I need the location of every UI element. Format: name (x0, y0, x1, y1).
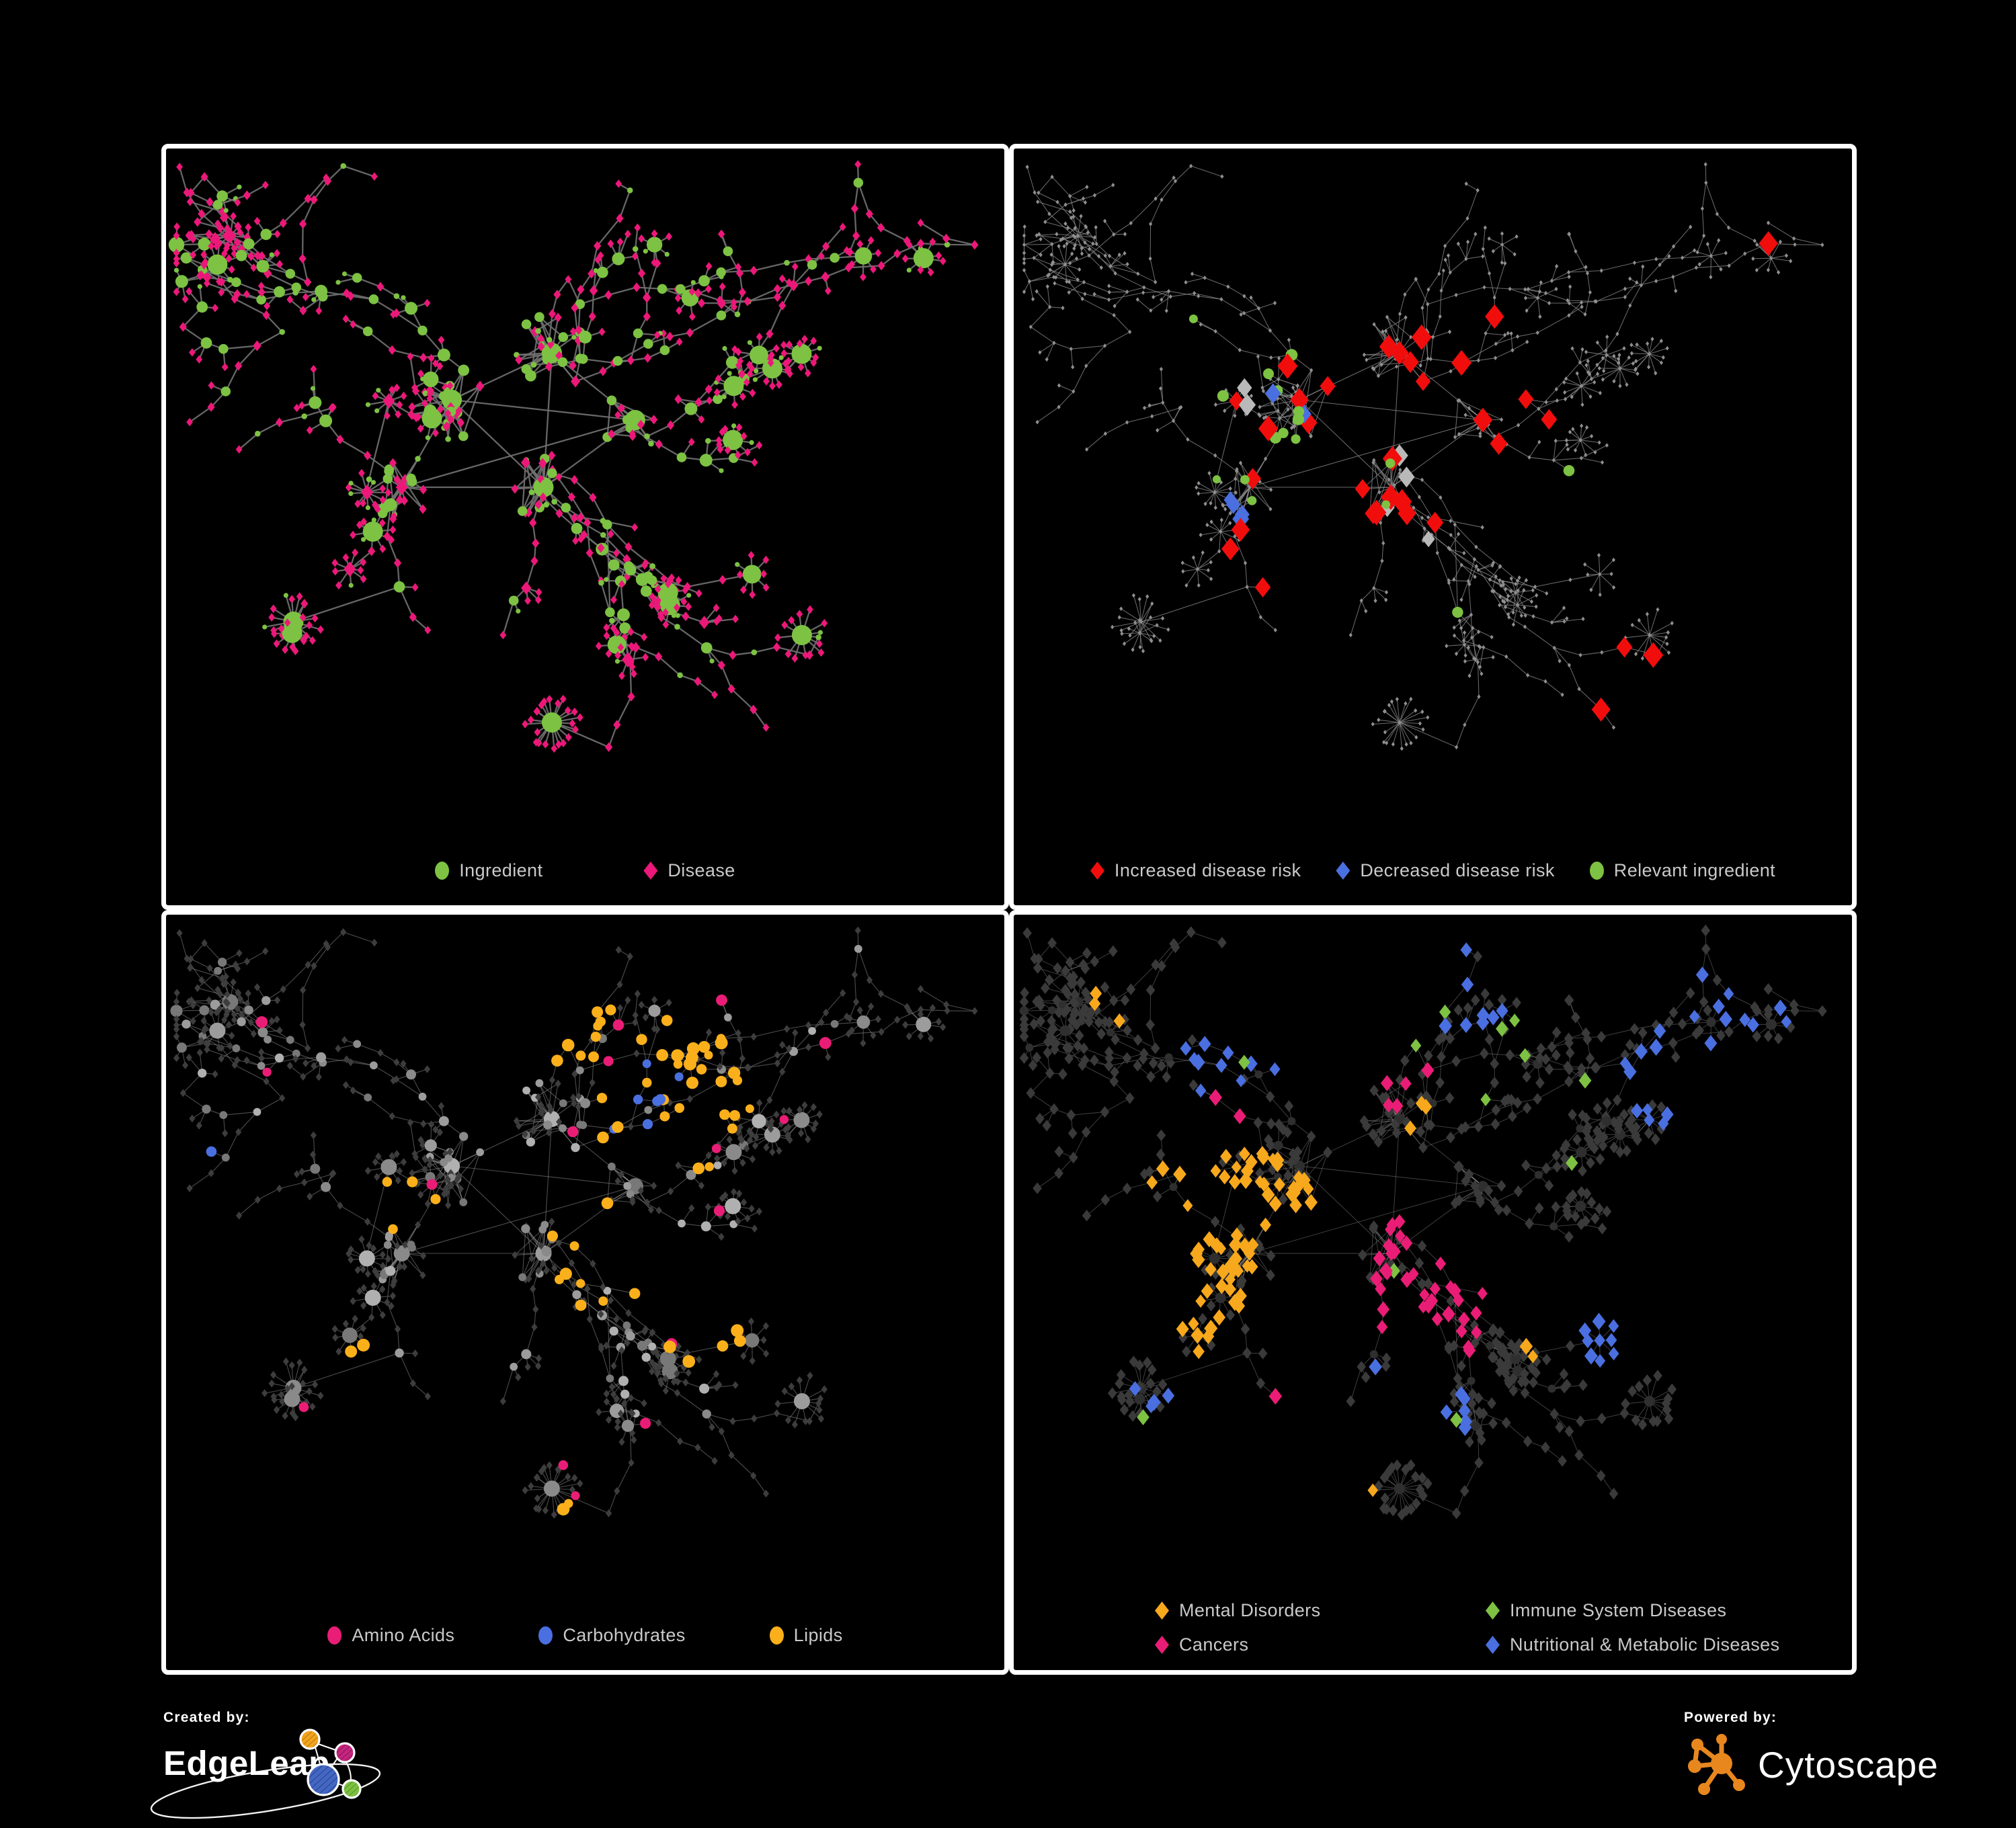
cytoscape-brand: Cytoscape (1684, 1730, 1980, 1800)
legend-row: Amino Acids Carbohydrates Lipids (327, 1625, 842, 1646)
circle-marker-icon (770, 1626, 784, 1645)
legend-label: Carbohydrates (563, 1625, 685, 1646)
legend-label: Decreased disease risk (1360, 860, 1554, 881)
network-graph-disease-risk (1015, 151, 1851, 823)
powered-by-label: Powered by: (1684, 1710, 1980, 1726)
legend-item-immune-system-diseases: Immune System Diseases (1486, 1600, 1816, 1621)
legend-item-amino-acids: Amino Acids (327, 1625, 454, 1646)
legend-label: Cancers (1179, 1634, 1248, 1655)
powered-by-block: Powered by: Cytoscape (1684, 1710, 1980, 1811)
legend-item-mental-disorders: Mental Disorders (1155, 1600, 1486, 1621)
legend-label: Increased disease risk (1115, 860, 1301, 881)
legend-item-decreased-disease-risk: Decreased disease risk (1336, 860, 1554, 881)
legend-row: Ingredient Disease (435, 860, 735, 881)
legend-item-nutritional-metabolic-diseases: Nutritional & Metabolic Diseases (1486, 1634, 1816, 1655)
legend-row: Increased disease risk Decreased disease … (1090, 860, 1775, 881)
panel-disease-classes: Mental Disorders Immune System Diseases Ca… (1009, 910, 1857, 1675)
diamond-marker-icon (1090, 862, 1104, 880)
legend-item-disease: Disease (643, 860, 735, 881)
panel-ingredient-disease: Ingredient Disease (161, 144, 1009, 910)
panel-nutrients: Amino Acids Carbohydrates Lipids (161, 910, 1009, 1675)
legend-row: Cancers Nutritional & Metabolic Diseases (1155, 1634, 1816, 1655)
created-by-label: Created by: (163, 1710, 405, 1726)
cytoscape-logo-icon (1684, 1730, 1748, 1800)
legend-item-ingredient: Ingredient (435, 860, 542, 881)
diamond-marker-icon (1336, 862, 1350, 880)
legend-label: Lipids (794, 1625, 843, 1646)
legend-row: Mental Disorders Immune System Diseases (1155, 1600, 1816, 1621)
circle-marker-icon (538, 1626, 553, 1645)
circle-marker-icon (1590, 862, 1604, 880)
legend-disease-classes: Mental Disorders Immune System Diseases Ca… (1014, 1600, 1852, 1655)
legend-label: Ingredient (459, 860, 542, 881)
legend-label: Immune System Diseases (1510, 1600, 1726, 1621)
panel-disease-risk: Increased disease risk Decreased disease … (1009, 144, 1857, 910)
legend-item-cancers: Cancers (1155, 1634, 1486, 1655)
legend-label: Nutritional & Metabolic Diseases (1510, 1634, 1779, 1655)
legend-item-lipids: Lipids (770, 1625, 843, 1646)
legend-ingredient-disease: Ingredient Disease (166, 860, 1004, 881)
legend-label: Relevant ingredient (1614, 860, 1775, 881)
diamond-marker-icon (643, 862, 657, 880)
network-graph-nutrients (167, 917, 1003, 1589)
created-by-block: Created by: EdgeLeap (163, 1710, 405, 1824)
edgeleap-brand: EdgeLeap (163, 1734, 405, 1808)
legend-label: Mental Disorders (1179, 1600, 1320, 1621)
legend-nutrients: Amino Acids Carbohydrates Lipids (166, 1625, 1004, 1646)
circle-marker-icon (327, 1626, 341, 1645)
network-graph-disease-classes (1015, 917, 1851, 1589)
diamond-marker-icon (1486, 1636, 1500, 1654)
legend-item-carbohydrates: Carbohydrates (538, 1625, 685, 1646)
legend-item-increased-disease-risk: Increased disease risk (1090, 860, 1301, 881)
diamond-marker-icon (1155, 1636, 1169, 1654)
diamond-marker-icon (1155, 1602, 1169, 1620)
cytoscape-wordmark: Cytoscape (1758, 1743, 1939, 1786)
network-graph-ingredient-disease (167, 151, 1003, 823)
edgeleap-logo-icon (283, 1725, 370, 1808)
legend-disease-risk: Increased disease risk Decreased disease … (1014, 860, 1852, 881)
legend-item-relevant-ingredient: Relevant ingredient (1590, 860, 1775, 881)
circle-marker-icon (435, 862, 449, 880)
diamond-marker-icon (1486, 1602, 1500, 1620)
legend-label: Disease (668, 860, 735, 881)
legend-label: Amino Acids (352, 1625, 454, 1646)
